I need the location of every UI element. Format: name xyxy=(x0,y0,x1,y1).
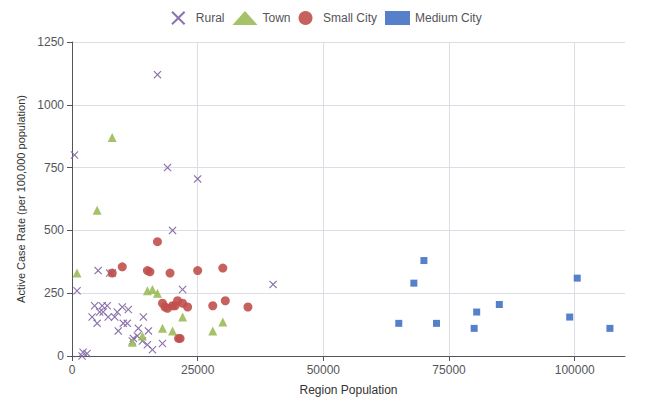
svg-text:1250: 1250 xyxy=(37,35,64,49)
svg-text:Town: Town xyxy=(262,11,290,25)
svg-text:Region Population: Region Population xyxy=(299,383,397,397)
svg-text:Small City: Small City xyxy=(323,11,377,25)
svg-text:0: 0 xyxy=(57,349,64,363)
svg-text:75000: 75000 xyxy=(432,363,466,377)
svg-text:0: 0 xyxy=(69,363,76,377)
svg-text:25000: 25000 xyxy=(181,363,215,377)
svg-text:1000: 1000 xyxy=(37,98,64,112)
svg-text:Medium City: Medium City xyxy=(415,11,482,25)
svg-text:50000: 50000 xyxy=(307,363,341,377)
svg-text:250: 250 xyxy=(44,286,64,300)
svg-text:Active Case Rate (per 100,000: Active Case Rate (per 100,000 population… xyxy=(15,95,27,303)
svg-text:Rural: Rural xyxy=(196,11,225,25)
svg-text:500: 500 xyxy=(44,223,64,237)
svg-text:750: 750 xyxy=(44,161,64,175)
svg-text:100000: 100000 xyxy=(555,363,595,377)
